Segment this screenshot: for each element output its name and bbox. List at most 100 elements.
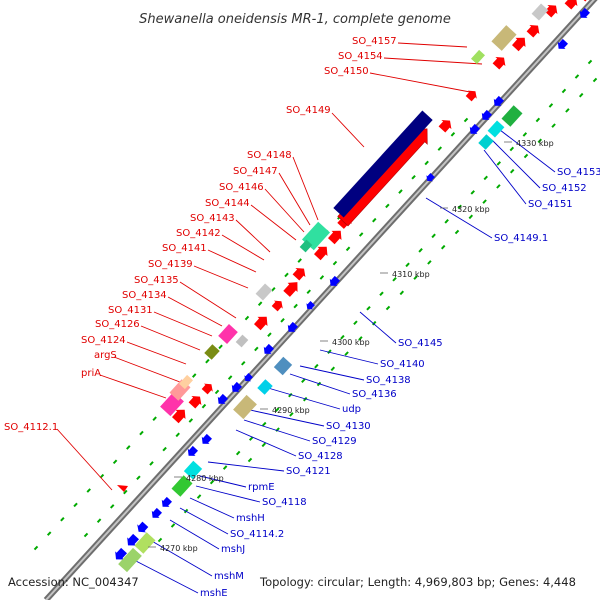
tick-mark [418, 248, 423, 253]
gene-label: SO_4149.1 [494, 233, 548, 244]
tick-mark [306, 289, 311, 295]
reverse-gene-arrow [151, 507, 162, 518]
gene-label: SO_4114.2 [230, 529, 284, 540]
reverse-gene-arrow [201, 433, 212, 444]
label-callout-line [289, 373, 351, 395]
label-callout-line [383, 57, 483, 65]
tick-mark [314, 363, 319, 369]
label-callout-line [250, 204, 297, 241]
kbp-label: 4300 kbp [332, 338, 370, 347]
reverse-gene-arrow [115, 547, 127, 560]
tick-mark [235, 450, 241, 456]
tick-mark [297, 258, 302, 263]
reverse-gene-arrow [493, 95, 504, 106]
tick-mark [218, 344, 223, 350]
reverse-gene-arrow [137, 521, 149, 533]
reverse-gene-arrow [127, 533, 139, 546]
tick-mark [191, 373, 197, 378]
tick-mark [578, 92, 584, 98]
tick-mark [241, 360, 246, 366]
tick-mark [509, 168, 515, 174]
tick-mark [440, 244, 446, 250]
forward-gene-arrow [328, 230, 342, 245]
tick-mark [358, 232, 364, 237]
gene-box [501, 105, 523, 127]
label-callout-line [99, 374, 167, 399]
gene-label: udp [342, 404, 361, 415]
gene-box [134, 532, 156, 554]
forward-gene-arrow [188, 396, 202, 409]
tick-mark [257, 301, 263, 306]
tick-mark [284, 272, 289, 278]
tick-mark [267, 332, 272, 337]
reverse-gene-arrow [287, 321, 298, 332]
label-callout-line [195, 485, 261, 503]
tick-mark [345, 246, 351, 252]
forward-gene-arrow [172, 409, 186, 424]
tick-mark [592, 77, 598, 83]
gene-label: SO_4135 [134, 275, 179, 286]
tick-mark [483, 175, 488, 181]
reverse-gene-arrow [187, 445, 198, 456]
tick-mark [60, 516, 65, 522]
gene-box [233, 394, 257, 420]
reverse-gene-arrow [244, 373, 253, 382]
label-callout-line [153, 311, 213, 337]
tick-mark [344, 351, 349, 356]
tick-mark [319, 275, 325, 280]
tick-mark [470, 190, 475, 195]
label-callout-line [267, 387, 341, 410]
tick-mark [126, 445, 131, 450]
gene-label: rpmE [248, 482, 275, 493]
gene-label: mshJ [221, 544, 245, 555]
tick-mark [411, 174, 416, 180]
forward-gene-arrow [492, 57, 506, 70]
tick-mark [261, 442, 267, 448]
gene-box [257, 379, 273, 395]
tick-mark [33, 545, 39, 551]
tick-mark [289, 412, 294, 417]
reverse-gene-arrow [161, 496, 172, 507]
label-callout-line [319, 349, 379, 365]
tick-mark [366, 305, 371, 311]
tick-mark [385, 203, 390, 209]
tick-mark [214, 389, 220, 395]
gene-label: SO_4143 [190, 213, 235, 224]
gene-box [204, 344, 220, 360]
tick-mark [330, 366, 336, 372]
tick-mark [73, 502, 78, 508]
gene-label: mshM [214, 571, 244, 582]
gene-box [273, 356, 293, 376]
tick-mark [247, 457, 253, 463]
tick-mark [454, 229, 460, 235]
reverse-gene-arrow [426, 173, 435, 182]
reverse-gene-arrow [306, 301, 315, 310]
reverse-gene-arrow [329, 275, 340, 286]
accession-text: Accession: NC_004347 [8, 575, 139, 589]
map-title: Shewanella oneidensis MR-1, complete gen… [139, 12, 451, 27]
tick-mark [271, 287, 276, 292]
reverse-gene-arrow [481, 109, 492, 120]
tick-mark [201, 403, 207, 409]
reverse-gene-arrow [263, 343, 274, 354]
gene-label: SO_4150 [324, 66, 369, 77]
reverse-gene-arrow [469, 123, 480, 134]
forward-gene-arrow [564, 0, 578, 10]
tick-mark [587, 59, 593, 65]
gene-label: priA [81, 368, 101, 379]
gene-label: SO_4126 [95, 319, 140, 330]
large-gene-block [333, 110, 433, 218]
tick-mark [371, 320, 377, 326]
label-callout-line [425, 197, 493, 239]
gene-box [218, 324, 238, 344]
tick-mark [437, 146, 443, 151]
tick-mark [444, 219, 449, 224]
gene-box [471, 49, 485, 65]
reverse-gene-arrow [557, 38, 568, 49]
tick-mark [244, 315, 250, 321]
kbp-label: 4290 kbp [272, 406, 310, 415]
forward-gene-arrow [254, 316, 268, 331]
gene-label: SO_4152 [542, 183, 587, 194]
tick-mark [561, 88, 567, 94]
forward-gene-arrow [201, 383, 213, 395]
